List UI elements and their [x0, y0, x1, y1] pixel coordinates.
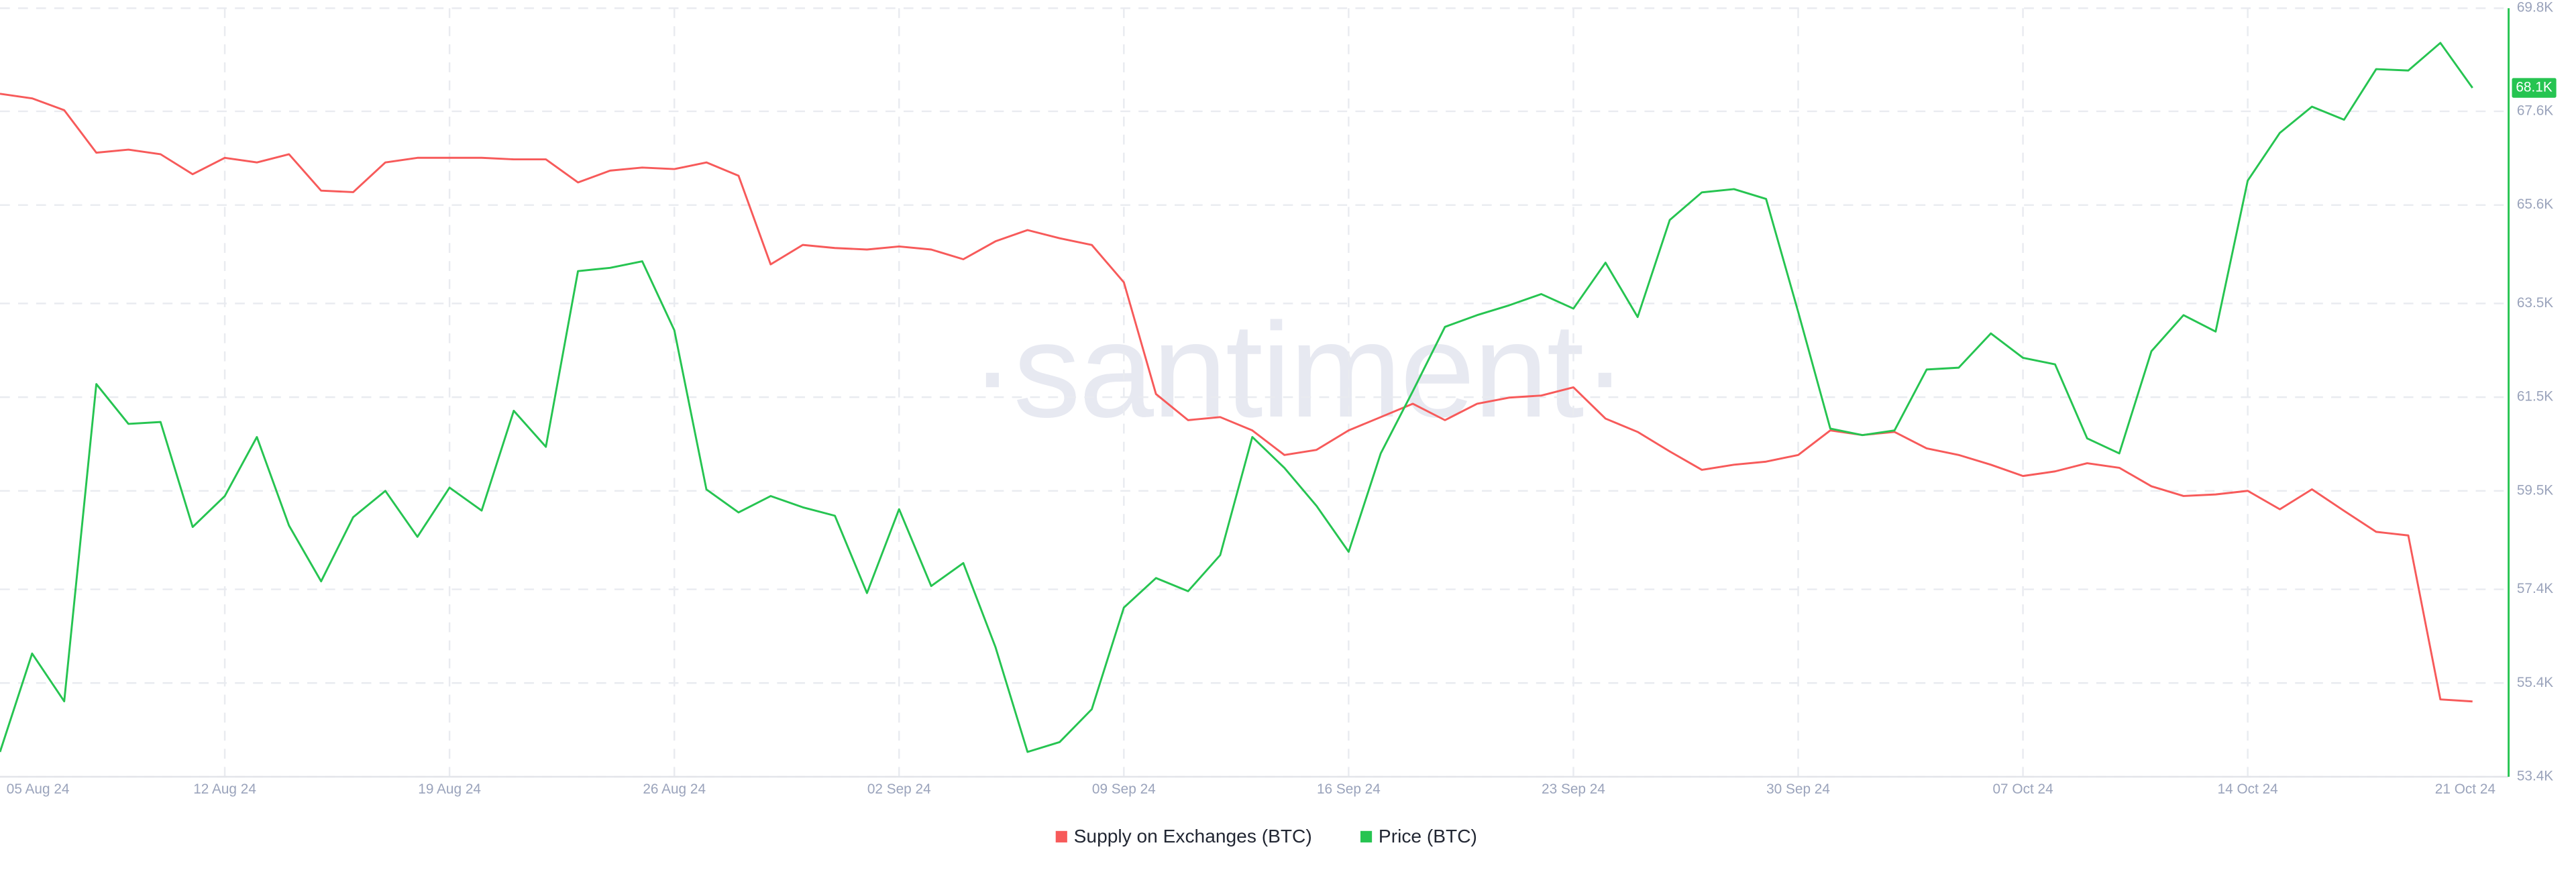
series-line	[0, 42, 2473, 753]
y-tick-label: 63.5K	[2517, 295, 2553, 311]
x-tick-label: 02 Sep 24	[867, 781, 931, 797]
x-tick-label: 16 Sep 24	[1317, 781, 1381, 797]
x-tick-label: 30 Sep 24	[1766, 781, 1830, 797]
y-tick-label: 57.4K	[2517, 581, 2553, 596]
x-tick-label: 26 Aug 24	[643, 781, 706, 797]
x-tick-label: 19 Aug 24	[418, 781, 481, 797]
watermark: ·santiment·	[970, 294, 1625, 445]
legend-swatch	[1055, 830, 1067, 842]
x-tick-label: 21 Oct 24	[2435, 781, 2496, 797]
series-line	[0, 93, 2473, 703]
y-tick-label: 69.8K	[2517, 0, 2553, 15]
legend-label: Price (BTC)	[1379, 826, 1477, 847]
last-value-label: 68.1K	[2516, 80, 2552, 95]
x-tick-label: 14 Oct 24	[2218, 781, 2278, 797]
y-tick-label: 53.4K	[2517, 769, 2553, 784]
x-tick-label: 23 Sep 24	[1542, 781, 1605, 797]
legend: Supply on Exchanges (BTC) Price (BTC)	[1055, 826, 1477, 847]
y-tick-label: 61.5K	[2517, 389, 2553, 404]
y-tick-label: 67.6K	[2517, 103, 2553, 118]
x-tick-label: 05 Aug 24	[7, 781, 70, 797]
y-tick-label: 55.4K	[2517, 675, 2553, 690]
x-tick-label: 09 Sep 24	[1092, 781, 1156, 797]
x-tick-label: 07 Oct 24	[1992, 781, 2053, 797]
legend-label: Supply on Exchanges (BTC)	[1074, 826, 1312, 847]
x-tick-label: 12 Aug 24	[193, 781, 256, 797]
last-value-badge	[2512, 78, 2557, 98]
y-tick-label: 59.5K	[2517, 482, 2553, 498]
legend-swatch	[1360, 830, 1373, 842]
y-tick-label: 65.6K	[2517, 197, 2553, 212]
